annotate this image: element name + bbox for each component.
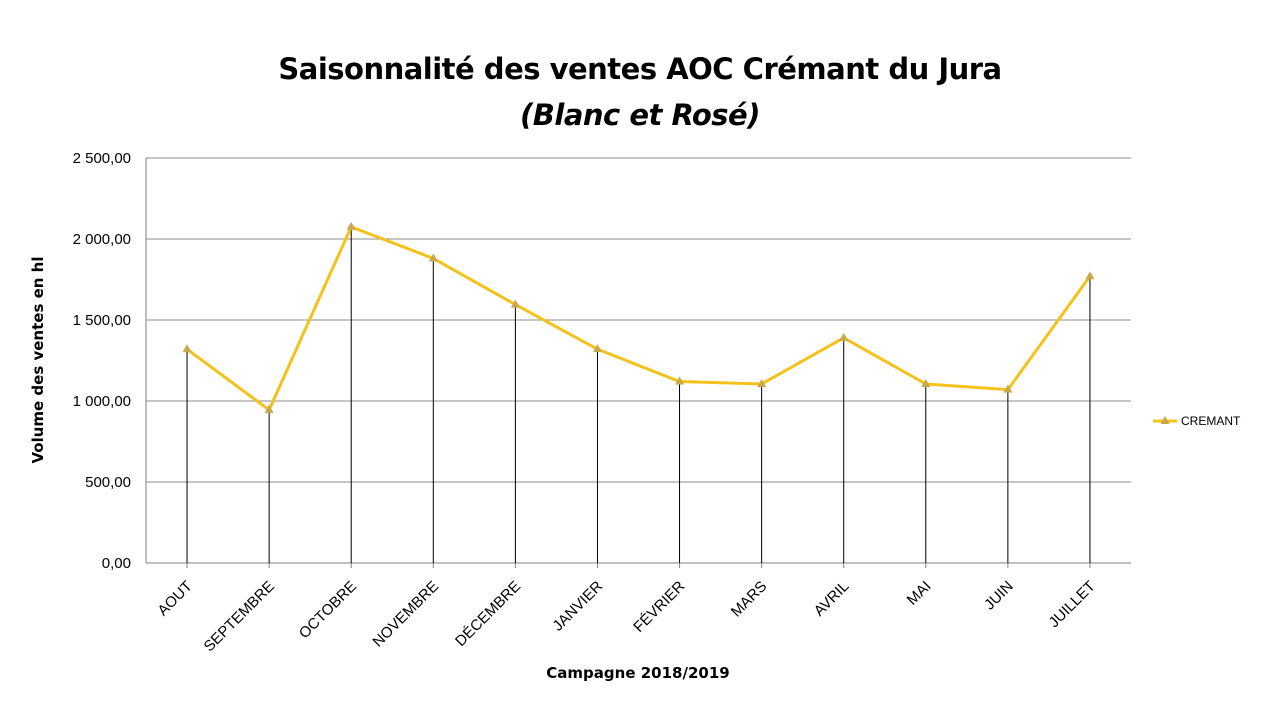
data-point [1003,384,1013,393]
x-tick-label: SEPTEMBRE [201,578,278,655]
y-tick-label: 2 000,00 [73,231,131,248]
y-tick-label: 2 500,00 [73,150,131,167]
y-tick-label: 500,00 [85,474,131,491]
x-tick-label: DÉCEMBRE [452,578,524,650]
data-point [428,253,438,262]
x-tick-label: FÉVRIER [630,578,688,636]
x-axis-title: Campagne 2018/2019 [546,664,729,682]
y-axis-ticks: 0,00 500,00 1 000,00 1 500,00 2 000,00 2 500,… [73,150,131,572]
x-tick-label: JUIN [981,578,1017,614]
chart-title: Saisonnalité des ventes AOC Crémant du J… [278,52,1002,86]
y-tick-label: 1 500,00 [73,312,131,329]
data-point [839,332,849,341]
x-tick-label: MAI [904,578,935,609]
drop-lines [186,226,1091,568]
y-tick-label: 0,00 [102,555,131,572]
x-tick-label: JUILLET [1045,578,1098,631]
data-point [182,344,192,353]
series-layer [182,221,1095,413]
legend-label: CREMANT [1181,414,1241,428]
y-tick-label: 1 000,00 [73,393,131,410]
data-point [1085,271,1095,280]
x-axis-ticks: AOUT SEPTEMBRE OCTOBRE NOVEMBRE DÉCEMBRE JANV… [154,578,1098,656]
legend-marker [1160,416,1170,424]
data-point [592,344,602,353]
y-axis-title: Volume des ventes en hl [29,256,47,463]
x-tick-label: MARS [728,578,771,621]
data-point [264,404,274,413]
x-tick-label: AOUT [154,578,195,619]
data-point [675,376,685,385]
x-tick-label: JANVIER [549,578,606,635]
data-point [921,378,931,387]
x-tick-label: AVRIL [811,578,853,620]
data-point [346,221,356,230]
data-point [510,299,520,308]
gridlines [145,157,1131,564]
chart-subtitle: (Blanc et Rosé) [520,98,760,132]
legend: CREMANT [1153,414,1241,428]
data-point [757,378,767,387]
x-tick-label: OCTOBRE [296,578,360,642]
x-tick-label: NOVEMBRE [369,578,442,651]
series-line-cremant [186,225,1092,412]
